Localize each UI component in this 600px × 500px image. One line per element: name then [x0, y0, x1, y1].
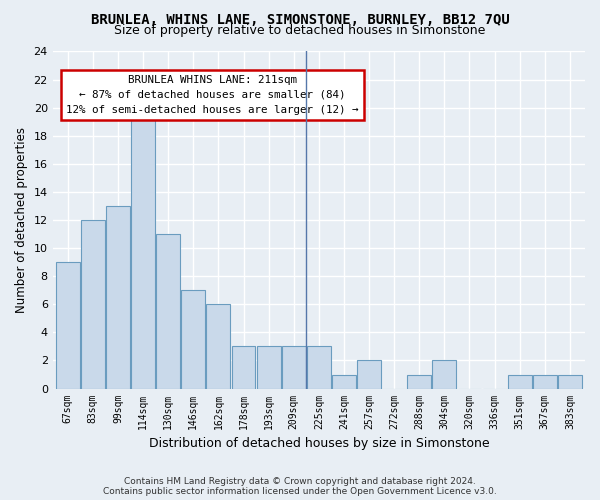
Bar — [357, 360, 381, 388]
Bar — [282, 346, 305, 389]
X-axis label: Distribution of detached houses by size in Simonstone: Distribution of detached houses by size … — [149, 437, 489, 450]
Bar — [508, 374, 532, 388]
Bar — [407, 374, 431, 388]
Bar — [206, 304, 230, 388]
Bar — [257, 346, 281, 389]
Y-axis label: Number of detached properties: Number of detached properties — [15, 127, 28, 313]
Bar — [81, 220, 105, 388]
Text: BRUNLEA, WHINS LANE, SIMONSTONE, BURNLEY, BB12 7QU: BRUNLEA, WHINS LANE, SIMONSTONE, BURNLEY… — [91, 12, 509, 26]
Bar — [558, 374, 582, 388]
Bar — [232, 346, 256, 389]
Bar — [131, 108, 155, 388]
Bar — [433, 360, 457, 388]
Text: BRUNLEA WHINS LANE: 211sqm
← 87% of detached houses are smaller (84)
12% of semi: BRUNLEA WHINS LANE: 211sqm ← 87% of deta… — [66, 75, 359, 114]
Bar — [106, 206, 130, 388]
Bar — [332, 374, 356, 388]
Text: Size of property relative to detached houses in Simonstone: Size of property relative to detached ho… — [115, 24, 485, 37]
Bar — [307, 346, 331, 389]
Bar — [156, 234, 180, 388]
Bar — [533, 374, 557, 388]
Bar — [181, 290, 205, 388]
Text: Contains HM Land Registry data © Crown copyright and database right 2024.
Contai: Contains HM Land Registry data © Crown c… — [103, 476, 497, 496]
Bar — [56, 262, 80, 388]
